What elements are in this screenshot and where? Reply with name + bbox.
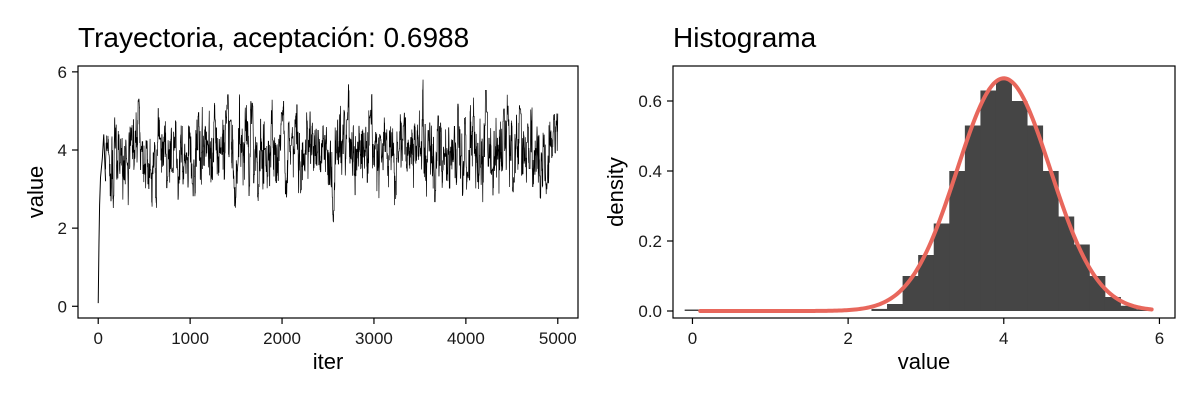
histogram-bars — [684, 80, 1153, 311]
histogram-bar — [871, 308, 888, 311]
histogram-bar — [949, 171, 966, 311]
histogram-bar — [1011, 101, 1028, 311]
trace-x-tick-label: 0 — [93, 329, 102, 348]
trace-x-tick-label: 4000 — [447, 329, 485, 348]
histogram-bar — [684, 309, 701, 311]
histogram-x-axis-title: value — [898, 349, 951, 374]
histogram-bar — [887, 304, 903, 311]
histogram-bar — [933, 223, 950, 311]
trace-x-tick-label: 3000 — [355, 329, 393, 348]
trace-y-axis: 0 2 4 6 — [58, 63, 78, 316]
histogram-x-tick-label: 6 — [1155, 329, 1164, 348]
trace-line — [105, 79, 559, 223]
histogram-plot-frame — [672, 65, 1176, 319]
histogram-x-tick-label: 4 — [999, 329, 1008, 348]
trace-plot-area — [97, 79, 559, 304]
histogram-bar — [964, 125, 981, 311]
trace-y-tick-label: 4 — [58, 141, 67, 160]
trace-y-tick-label: 6 — [58, 63, 67, 82]
histogram-x-tick-label: 0 — [688, 329, 697, 348]
trace-y-tick-label: 0 — [58, 297, 67, 316]
histogram-y-tick-label: 0.0 — [638, 302, 662, 321]
histogram-bar — [995, 80, 1012, 311]
histogram-bar — [1027, 125, 1044, 311]
trace-x-axis-title: iter — [313, 349, 344, 374]
trace-x-tick-label: 2000 — [263, 329, 301, 348]
histogram-bar — [1042, 171, 1059, 311]
trace-title: Trayectoria, aceptación: 0.6988 — [78, 22, 469, 53]
histogram-title: Histograma — [673, 22, 817, 53]
trace-x-axis: 0 1000 2000 3000 4000 5000 — [93, 318, 577, 348]
density-curve — [698, 76, 1154, 313]
trace-y-tick-label: 2 — [58, 219, 67, 238]
histogram-y-axis-title: density — [603, 157, 628, 227]
histogram-y-axis: 0.0 0.2 0.4 0.6 — [638, 92, 673, 321]
histogram-y-tick-label: 0.4 — [638, 162, 662, 181]
trace-y-axis-title: value — [23, 166, 48, 219]
histogram-x-axis: 0 2 4 6 — [688, 318, 1164, 348]
histogram-bar — [1058, 216, 1075, 311]
histogram-bar — [1120, 305, 1137, 311]
trace-x-tick-label: 5000 — [539, 329, 577, 348]
trace-plot-frame — [77, 65, 579, 319]
histogram-y-tick-label: 0.6 — [638, 92, 662, 111]
histogram-y-tick-label: 0.2 — [638, 232, 662, 251]
trace-burnin-line — [97, 134, 107, 304]
histogram-panel: Histograma 0 2 4 6 0.0 0.2 0.4 0.6 value densi… — [603, 22, 1176, 374]
histogram-bar — [918, 255, 935, 311]
histogram-x-tick-label: 2 — [843, 329, 852, 348]
trace-panel: Trayectoria, aceptación: 0.6988 0 1000 200… — [23, 22, 579, 374]
histogram-bar — [980, 90, 997, 311]
trace-x-tick-label: 1000 — [171, 329, 209, 348]
